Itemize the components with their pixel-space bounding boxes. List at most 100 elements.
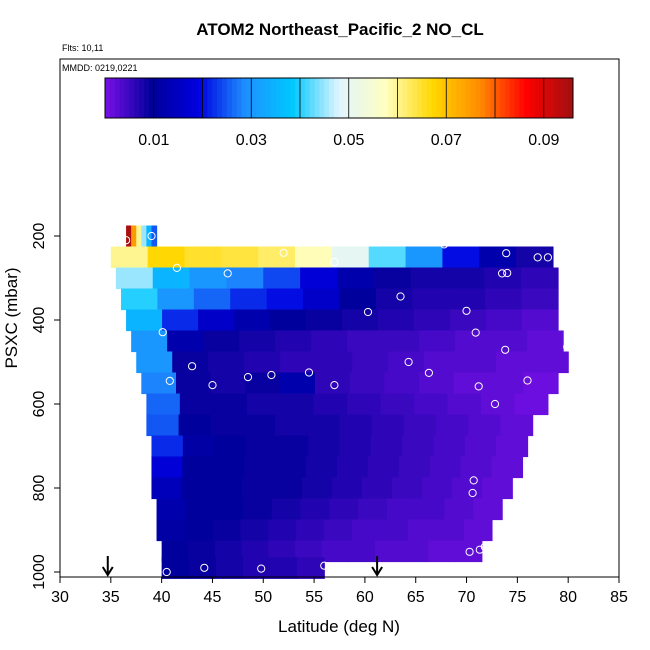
heatmap-cell xyxy=(450,309,487,332)
colorbar-segment xyxy=(465,78,472,118)
heatmap-cell xyxy=(211,477,243,500)
sample-marker xyxy=(396,292,405,301)
heatmap-cell xyxy=(398,456,431,479)
colorbar-segment xyxy=(119,78,126,118)
heatmap-cell xyxy=(468,414,502,437)
heatmap-cell xyxy=(402,435,435,458)
x-tick-label: 75 xyxy=(508,589,526,606)
heatmap-row xyxy=(115,267,559,290)
heatmap-cell xyxy=(172,351,209,374)
colorbar-segment xyxy=(339,78,345,118)
heatmap-cell xyxy=(131,330,168,353)
heatmap-row xyxy=(110,246,554,269)
heatmap-cell xyxy=(126,309,163,332)
heatmap-cell xyxy=(361,477,393,500)
heatmap-cell xyxy=(242,557,271,579)
colorbar-segment xyxy=(129,78,135,118)
heatmap-cell xyxy=(455,540,483,563)
heatmap-cell xyxy=(352,519,381,542)
colorbar-segment xyxy=(490,78,496,118)
colorbar-segment xyxy=(290,78,296,118)
colorbar-segment xyxy=(192,78,199,118)
heatmap-cell xyxy=(296,519,325,542)
colorbar-segment xyxy=(334,78,340,118)
colorbar-segment xyxy=(519,78,525,118)
colorbar-segment xyxy=(270,78,277,118)
heatmap-cell xyxy=(263,267,301,290)
colorbar-segment xyxy=(109,78,116,118)
heatmap-cell xyxy=(373,267,412,290)
heatmap-cell xyxy=(455,330,492,353)
sample-marker xyxy=(330,257,339,267)
heatmap-cell xyxy=(316,351,353,374)
heatmap-cell xyxy=(184,246,222,269)
heatmap-cell xyxy=(514,393,549,416)
heatmap-cell xyxy=(460,351,497,374)
flight-arrow xyxy=(371,556,383,577)
heatmap-row xyxy=(146,414,534,437)
heatmap-cell xyxy=(491,330,528,353)
heatmap-cell xyxy=(433,435,466,458)
heatmap-cell xyxy=(336,456,369,479)
colorbar-segment xyxy=(246,78,252,118)
heatmap-cell xyxy=(146,225,153,248)
heatmap-cell xyxy=(221,246,259,269)
colorbar-segment xyxy=(148,78,155,118)
sample-marker xyxy=(490,399,500,409)
heatmap-cell xyxy=(378,309,415,332)
heatmap-row xyxy=(151,477,513,500)
heatmap-cell xyxy=(383,330,420,353)
colorbar-segment xyxy=(470,78,477,118)
heatmap xyxy=(110,225,569,579)
heatmap-cell xyxy=(230,288,268,311)
sample-marker xyxy=(471,328,480,337)
heatmap-cell xyxy=(185,498,215,521)
heatmap-row xyxy=(126,309,559,332)
x-tick-label: 45 xyxy=(204,589,222,606)
x-tick-label: 80 xyxy=(559,589,577,606)
x-tick-label: 60 xyxy=(356,589,374,606)
sample-marker xyxy=(304,368,314,377)
heatmap-cell xyxy=(447,393,482,416)
heatmap-cell xyxy=(268,540,296,563)
heatmap-cell xyxy=(392,477,423,500)
heatmap-cell xyxy=(242,414,276,437)
heatmap-cell xyxy=(214,435,247,458)
colorbar-segment xyxy=(173,78,179,118)
colorbar-segment xyxy=(163,78,169,118)
colorbar-segment xyxy=(387,78,394,118)
heatmap-cell xyxy=(532,351,569,374)
colorbar-segment xyxy=(353,78,360,118)
sample-marker xyxy=(165,376,174,385)
heatmap-cell xyxy=(414,309,451,332)
heatmap-cell xyxy=(181,477,213,500)
colorbar-segment xyxy=(451,78,457,118)
heatmap-row xyxy=(120,288,559,311)
heatmap-cell xyxy=(410,267,449,290)
x-tick-label: 70 xyxy=(458,589,476,606)
colorbar-segment xyxy=(543,78,550,118)
heatmap-cell xyxy=(460,456,493,479)
colorbar-segment xyxy=(431,78,438,118)
arrow-layer xyxy=(101,556,383,577)
heatmap-row xyxy=(161,557,325,579)
colorbar-segment xyxy=(553,78,559,118)
heatmap-cell xyxy=(161,557,190,579)
heatmap-row xyxy=(126,225,158,248)
sample-marker xyxy=(363,307,373,317)
colorbar-segment xyxy=(524,78,530,118)
colorbar-segment xyxy=(402,78,408,118)
colorbar-segment xyxy=(373,78,379,118)
heatmap-cell xyxy=(188,557,217,579)
heatmap-cell xyxy=(342,309,379,332)
heatmap-cell xyxy=(419,330,456,353)
colorbar-segment xyxy=(304,78,311,118)
heatmap-cell xyxy=(300,267,338,290)
heatmap-cell xyxy=(482,477,513,500)
heatmap-cell xyxy=(375,540,403,563)
sample-marker xyxy=(474,382,483,391)
colorbar-segment xyxy=(412,78,418,118)
heatmap-cell xyxy=(424,351,461,374)
heatmap-cell xyxy=(151,225,158,248)
heatmap-cell xyxy=(329,498,359,521)
